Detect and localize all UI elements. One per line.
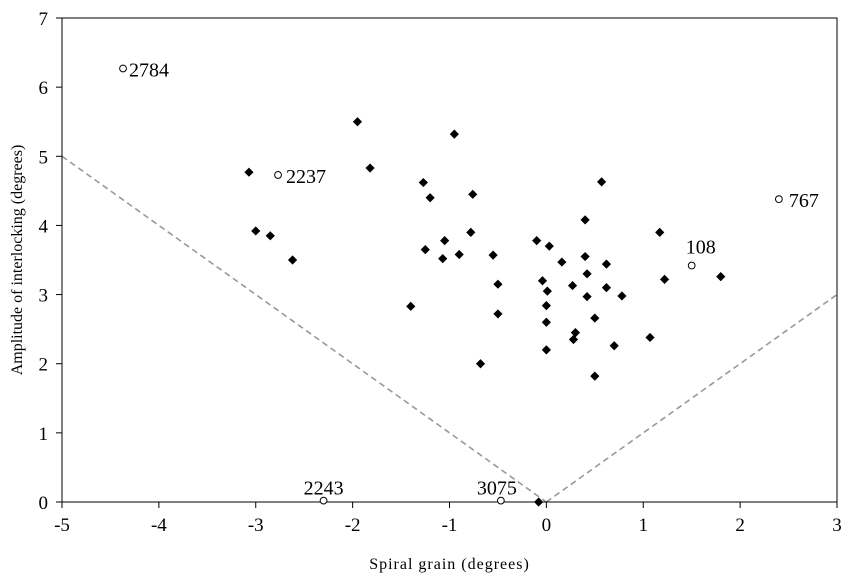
open-circle-point [687,261,696,270]
filled-diamond-point [570,328,581,338]
plot-frame [61,17,838,503]
filled-diamond-point [466,227,476,237]
filled-diamond-point [655,227,665,237]
filled-diamond-point [716,271,726,282]
filled-diamond-point [582,292,592,302]
filled-diamond-point [590,371,600,381]
filled-diamond-point [617,291,627,301]
filled-diamond-point [582,269,592,279]
filled-diamond-point [580,215,590,225]
filled-diamond-point [493,309,503,319]
filled-diamond-point [406,301,416,311]
filled-diamond-point [567,280,578,291]
x-tick-label: -5 [54,515,70,536]
filled-diamond-point [449,129,459,139]
y-tick-label: 1 [39,424,49,445]
filled-diamond-point [609,341,619,351]
open-circle-point [319,496,328,505]
filled-diamond-point [418,177,428,188]
x-axis-label: Spiral grain (degrees) [369,556,530,573]
point-label: 2784 [129,59,169,81]
filled-diamond-point [425,193,435,203]
filled-diamond-point [287,255,298,265]
filled-diamond-point [580,251,590,262]
filled-diamond-point [596,177,607,187]
y-tick-label: 7 [39,9,49,30]
axes: -5 -4 -3 -2 -1 0 1 2 3 0 1 2 3 4 5 6 7 [39,9,842,536]
open-circle-point [496,496,505,505]
filled-diamond-point [601,259,612,269]
filled-diamond-point [488,250,498,260]
filled-diamond-point [590,313,600,323]
filled-diamond-point [568,334,579,345]
y-tick-label: 3 [39,286,49,307]
filled-diamond-point [352,117,363,127]
x-tick-label: 3 [832,515,842,536]
point-labels: 2784 2237 767 108 2243 3075 [129,59,819,499]
filled-diamond-point [541,317,551,327]
filled-diamond-point [601,283,612,293]
filled-diamond-point [645,332,655,343]
point-label: 2237 [286,166,326,188]
filled-diamond-point [468,189,478,199]
point-label: 108 [686,237,716,259]
x-tick-label: -3 [248,515,264,536]
point-label: 767 [789,190,819,212]
open-circle-point [274,171,282,179]
filled-diamond-point [542,286,552,296]
filled-diamond-point [541,301,551,311]
y-tick-label: 5 [39,147,49,168]
filled-diamond-point [532,236,542,246]
x-tick-label: -4 [151,515,167,536]
filled-diamond-point [493,279,503,289]
x-tick-label: -2 [345,515,361,536]
filled-diamond-point [265,231,275,241]
boundary-lines [62,155,837,502]
filled-diamond-point [454,249,464,260]
filled-diamond-point [659,274,670,284]
y-tick-label: 0 [39,493,49,514]
filled-diamond-point [544,241,554,251]
filled-diamond-point [420,245,430,255]
x-tick-label: 1 [639,515,649,536]
y-tick-label: 6 [39,78,49,99]
open-circle-point [774,195,783,204]
x-tick-label: 0 [542,515,552,536]
data-points [119,64,783,507]
boundary-line [62,155,547,502]
filled-diamond-point [541,345,551,355]
filled-diamond-point [475,359,486,369]
point-label: 2243 [304,478,344,500]
y-tick-label: 2 [39,355,49,376]
filled-diamond-point [440,236,450,246]
filled-diamond-point [438,254,448,264]
filled-diamond-point [244,167,254,177]
filled-diamond-point [251,226,261,236]
x-tick-label: 2 [735,515,745,536]
point-label: 3075 [477,478,517,500]
filled-diamond-point [557,257,567,267]
filled-diamond-point [365,163,375,173]
boundary-line [545,293,837,502]
x-tick-label: -1 [442,515,458,536]
y-tick-label: 4 [39,216,49,237]
open-circle-point [119,64,127,73]
filled-diamond-point [534,497,544,507]
filled-diamond-point [537,276,548,286]
y-axis-label: Amplitude of interlocking (degrees) [9,145,26,376]
